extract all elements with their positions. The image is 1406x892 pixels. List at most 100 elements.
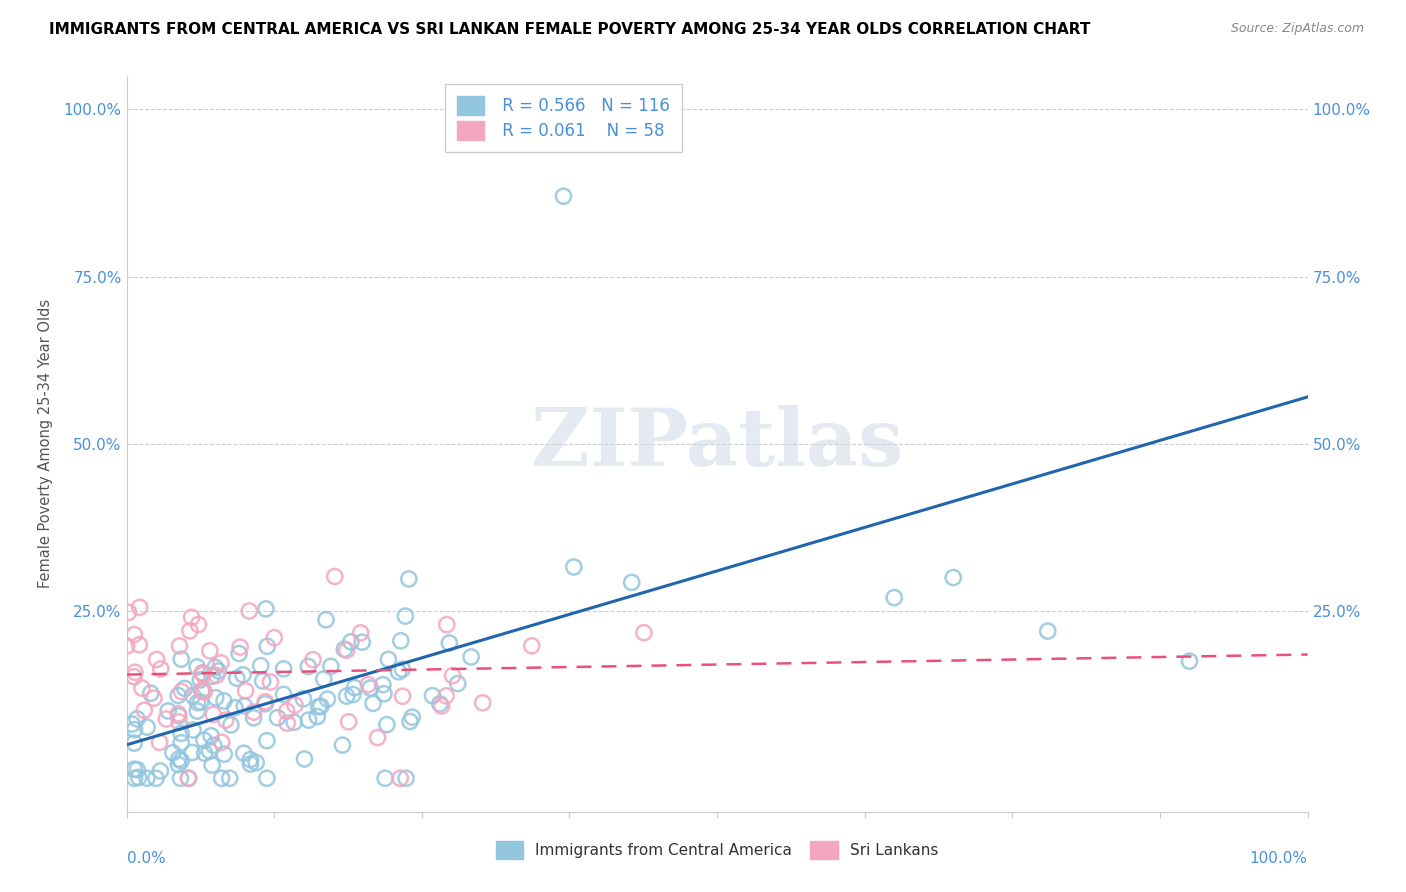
Point <box>125 712 148 726</box>
Point <box>190 683 212 698</box>
Point <box>256 640 278 654</box>
Point <box>170 726 193 740</box>
Point <box>371 678 394 692</box>
Point <box>204 660 226 674</box>
Point <box>134 703 156 717</box>
Point <box>633 625 655 640</box>
Point <box>323 569 346 583</box>
Point <box>145 771 167 786</box>
Point <box>292 691 315 706</box>
Point <box>239 753 262 767</box>
Point <box>170 754 193 768</box>
Point <box>198 744 221 758</box>
Point <box>169 639 191 653</box>
Point <box>180 610 202 624</box>
Point <box>273 687 295 701</box>
Point <box>256 733 278 747</box>
Point <box>115 639 138 653</box>
Legend: Immigrants from Central America, Sri Lankans: Immigrants from Central America, Sri Lan… <box>488 834 946 867</box>
Point <box>121 717 143 731</box>
Point <box>128 600 150 615</box>
Point <box>352 635 374 649</box>
Point <box>177 771 200 786</box>
Point <box>218 771 240 786</box>
Point <box>205 668 228 682</box>
Point <box>124 627 146 641</box>
Point <box>319 659 342 673</box>
Point <box>122 762 145 776</box>
Point <box>233 698 256 713</box>
Point <box>399 714 422 729</box>
Point <box>131 681 153 695</box>
Point <box>167 757 190 772</box>
Text: 100.0%: 100.0% <box>1250 851 1308 865</box>
Point <box>883 591 905 605</box>
Point <box>212 694 235 708</box>
Point <box>312 672 335 686</box>
Point <box>167 708 190 723</box>
Point <box>284 698 307 712</box>
Point <box>127 763 149 777</box>
Point <box>276 704 298 718</box>
Point <box>273 662 295 676</box>
Point <box>122 736 145 750</box>
Point <box>238 604 260 618</box>
Point <box>471 696 494 710</box>
Point <box>387 665 409 679</box>
Point <box>315 613 337 627</box>
Point <box>309 699 332 714</box>
Y-axis label: Female Poverty Among 25-34 Year Olds: Female Poverty Among 25-34 Year Olds <box>38 299 52 589</box>
Point <box>942 571 965 585</box>
Point <box>181 689 204 703</box>
Point <box>297 713 319 727</box>
Point <box>342 688 364 702</box>
Point <box>373 687 395 701</box>
Point <box>562 560 585 574</box>
Point <box>297 659 319 673</box>
Point <box>395 771 418 786</box>
Point <box>229 640 252 654</box>
Point <box>357 677 380 691</box>
Point <box>337 714 360 729</box>
Point <box>200 729 222 743</box>
Point <box>389 771 412 786</box>
Point <box>276 716 298 731</box>
Point <box>124 723 146 737</box>
Point <box>361 697 384 711</box>
Point <box>170 736 193 750</box>
Point <box>252 673 274 688</box>
Point <box>332 738 354 752</box>
Point <box>117 606 139 620</box>
Point <box>391 690 413 704</box>
Point <box>219 718 242 732</box>
Point <box>201 758 224 772</box>
Point <box>167 714 190 729</box>
Point <box>394 609 416 624</box>
Point <box>256 771 278 786</box>
Point <box>170 652 193 666</box>
Point <box>157 704 180 718</box>
Point <box>201 669 224 683</box>
Point <box>232 668 254 682</box>
Text: IMMIGRANTS FROM CENTRAL AMERICA VS SRI LANKAN FEMALE POVERTY AMONG 25-34 YEAR OL: IMMIGRANTS FROM CENTRAL AMERICA VS SRI L… <box>49 22 1091 37</box>
Point <box>434 689 457 703</box>
Point <box>149 735 172 749</box>
Point <box>177 771 200 786</box>
Point <box>460 650 482 665</box>
Point <box>245 756 267 770</box>
Point <box>225 671 247 685</box>
Point <box>215 713 238 727</box>
Point <box>193 733 215 747</box>
Point <box>1178 654 1201 668</box>
Point <box>202 707 225 722</box>
Point <box>391 662 413 676</box>
Point <box>254 602 277 616</box>
Point <box>170 684 193 698</box>
Point <box>190 695 212 709</box>
Point <box>128 770 150 784</box>
Point <box>169 771 191 786</box>
Point <box>187 696 209 710</box>
Point <box>242 711 264 725</box>
Point <box>620 575 643 590</box>
Point <box>122 670 145 684</box>
